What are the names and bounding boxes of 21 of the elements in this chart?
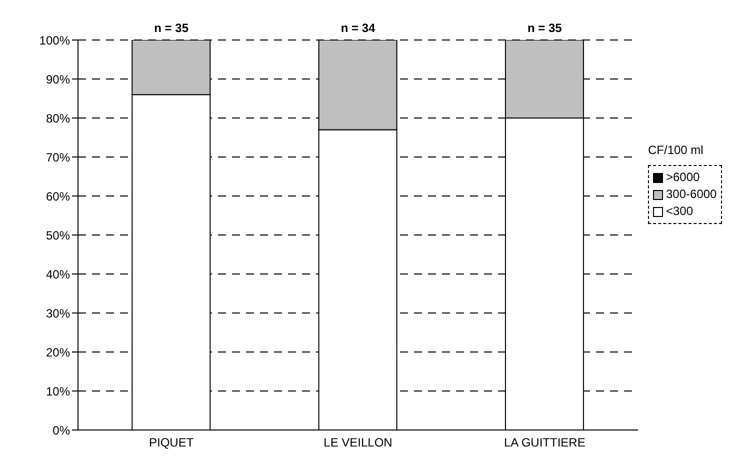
x-tick-label: LE VEILLON (324, 436, 392, 450)
y-tick-label: 100% (39, 33, 70, 48)
y-tick-label: 30% (46, 306, 70, 320)
legend-title: CF/100 ml (648, 143, 704, 157)
legend-label: 300-6000 (666, 186, 717, 203)
y-tick-label: 50% (46, 228, 70, 242)
annotation: n = 35 (154, 21, 189, 35)
y-tick-label: 20% (46, 345, 70, 360)
x-tick-label: LA GUITTIERE (504, 436, 586, 450)
y-tick-label: 10% (46, 384, 70, 398)
annotation: n = 34 (340, 21, 376, 35)
annotation: n = 35 (527, 21, 562, 35)
y-tick-label: 40% (46, 267, 70, 282)
y-tick-label: 70% (46, 150, 70, 164)
legend-label: <300 (666, 203, 694, 220)
y-tick-label: 80% (46, 111, 70, 126)
legend-label: >6000 (666, 169, 700, 186)
y-tick-label: 90% (46, 72, 70, 86)
y-tick-label: 0% (52, 423, 70, 438)
x-tick-label: PIQUET (148, 436, 194, 450)
y-tick-label: 60% (46, 189, 70, 204)
